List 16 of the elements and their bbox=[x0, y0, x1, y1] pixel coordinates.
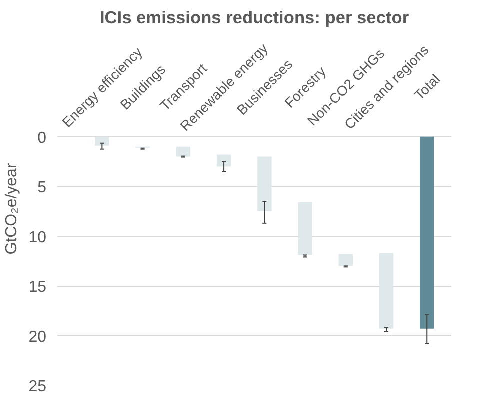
y-axis-title: GtCO₂e/year bbox=[4, 162, 21, 255]
bar bbox=[298, 202, 312, 256]
y-tick-label: 20 bbox=[28, 328, 47, 346]
bar bbox=[95, 136, 110, 146]
bar bbox=[216, 154, 232, 167]
y-tick-label: 5 bbox=[38, 180, 47, 197]
bar bbox=[258, 156, 272, 212]
bar bbox=[379, 253, 394, 329]
chart-title: ICIs emissions reductions: per sector bbox=[100, 8, 410, 28]
y-tick-label: 0 bbox=[38, 130, 47, 147]
bar bbox=[338, 254, 353, 266]
y-tick-label: 15 bbox=[28, 279, 47, 296]
y-tick-label: 25 bbox=[28, 378, 47, 396]
bar bbox=[420, 136, 434, 329]
y-tick-label: 10 bbox=[28, 229, 47, 246]
bar bbox=[176, 146, 191, 157]
